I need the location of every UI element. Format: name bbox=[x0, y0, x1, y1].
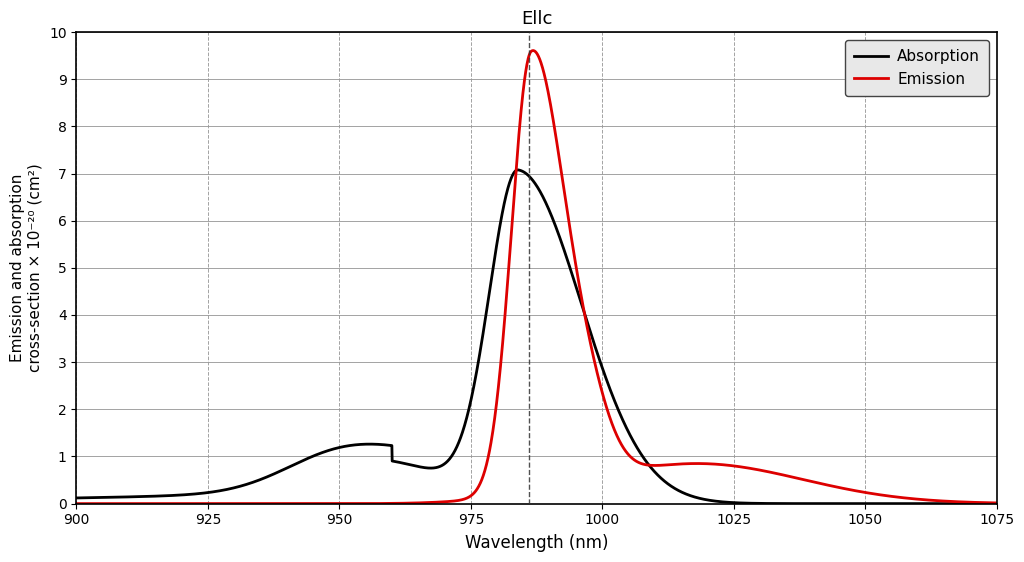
Absorption bbox=[71, 495, 83, 501]
Legend: Absorption, Emission: Absorption, Emission bbox=[845, 40, 989, 96]
Emission bbox=[229, 500, 242, 507]
Absorption bbox=[463, 405, 475, 411]
Absorption bbox=[229, 484, 242, 491]
Emission bbox=[873, 491, 886, 498]
Emission bbox=[175, 500, 187, 507]
Y-axis label: Emission and absorption
cross-section × 10⁻²⁰ (cm²): Emission and absorption cross-section × … bbox=[9, 164, 42, 372]
Emission bbox=[463, 493, 475, 500]
Emission bbox=[423, 499, 435, 506]
Line: Absorption: Absorption bbox=[77, 170, 996, 504]
Absorption bbox=[973, 500, 985, 507]
Emission bbox=[527, 47, 540, 54]
Line: Emission: Emission bbox=[77, 51, 996, 504]
Absorption bbox=[990, 500, 1002, 507]
Title: Ellc: Ellc bbox=[521, 10, 552, 28]
X-axis label: Wavelength (nm): Wavelength (nm) bbox=[465, 534, 608, 552]
Absorption bbox=[512, 166, 524, 173]
Emission bbox=[990, 500, 1002, 506]
Absorption bbox=[175, 492, 187, 498]
Absorption bbox=[873, 500, 886, 507]
Emission bbox=[973, 499, 985, 506]
Absorption bbox=[423, 465, 435, 472]
Emission bbox=[71, 500, 83, 507]
